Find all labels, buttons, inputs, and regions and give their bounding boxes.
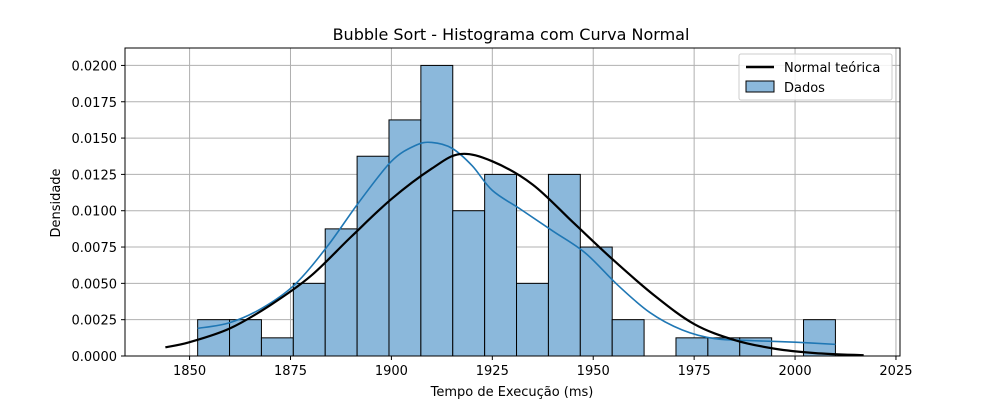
y-tick-label: 0.0150: [72, 132, 118, 147]
x-axis-ticks: 1850 1875 1900 1925 1950 1975 2000 2025: [173, 356, 913, 379]
histogram-bar: [675, 337, 709, 357]
histogram-bar: [452, 210, 486, 357]
histogram-bar: [516, 282, 549, 357]
y-tick-label: 0.0000: [72, 350, 118, 365]
histogram-bar: [611, 319, 645, 357]
histogram-bar: [388, 119, 422, 357]
y-tick-label: 0.0175: [72, 96, 118, 111]
plot-frame: [124, 47, 901, 357]
x-tick-label: 2025: [879, 364, 912, 379]
kde-curve: [197, 141, 836, 346]
y-tick-label: 0.0125: [72, 168, 118, 183]
x-tick-label: 1925: [476, 364, 509, 379]
x-tick-label: 1875: [274, 364, 307, 379]
legend: Normal teórica Dados: [738, 53, 893, 101]
legend-label-normal: Normal teórica: [784, 61, 880, 76]
x-axis-label: Tempo de Execução (ms): [430, 385, 594, 400]
legend-bar-swatch: [745, 80, 775, 93]
legend-label-dados: Dados: [784, 81, 825, 96]
histogram-bar: [484, 173, 518, 357]
y-tick-label: 0.0100: [72, 205, 118, 220]
chart-title: Bubble Sort - Histograma com Curva Norma…: [333, 25, 690, 44]
histogram-bar: [356, 155, 390, 357]
y-axis-ticks: 0.0000 0.0025 0.0050 0.0075 0.0100 0.0125 0.01…: [72, 59, 125, 365]
curves: [165, 141, 864, 357]
normal-curve: [165, 152, 864, 357]
y-tick-label: 0.0025: [72, 314, 118, 329]
x-tick-label: 1900: [375, 364, 408, 379]
histogram-bar: [803, 319, 836, 357]
histogram-bar: [292, 282, 326, 357]
histogram-bar: [420, 64, 454, 357]
histogram-bar: [260, 337, 294, 357]
histogram-bar: [324, 228, 358, 357]
x-tick-label: 1975: [678, 364, 711, 379]
legend-box: [738, 53, 893, 101]
histogram-bar: [579, 246, 613, 357]
y-axis-label: Densidade: [49, 168, 64, 237]
y-tick-label: 0.0075: [72, 241, 118, 256]
x-tick-label: 1850: [173, 364, 206, 379]
x-tick-label: 1950: [577, 364, 610, 379]
x-tick-label: 2000: [779, 364, 812, 379]
y-tick-label: 0.0050: [72, 277, 118, 292]
y-tick-label: 0.0200: [72, 59, 118, 74]
